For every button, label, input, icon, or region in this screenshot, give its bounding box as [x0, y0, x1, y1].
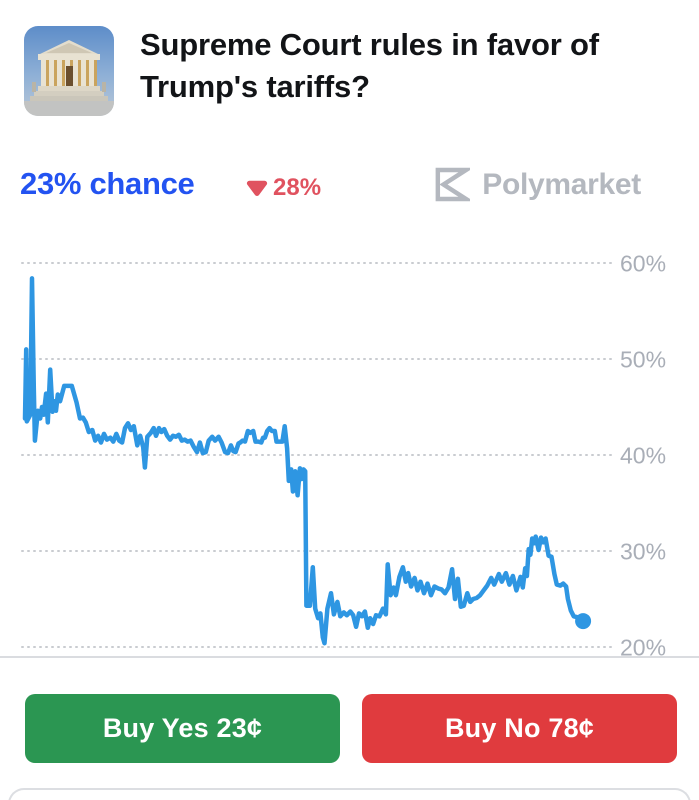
- price-change-value: 28%: [273, 174, 322, 201]
- polymarket-wordmark: Polymarket: [482, 167, 641, 201]
- polymarket-logo-icon: [435, 167, 471, 202]
- chart-bottom-divider: [0, 656, 699, 658]
- buy-no-button[interactable]: Buy No 78¢: [362, 694, 677, 763]
- price-history-chart[interactable]: 60% 50% 40% 30% 20%: [0, 238, 699, 659]
- triangle-down-icon: [246, 180, 268, 196]
- buy-yes-button[interactable]: Buy Yes 23¢: [25, 694, 340, 763]
- price-line: [22, 276, 586, 646]
- y-axis-tick-label: 30%: [620, 539, 666, 565]
- chance-value: 23% chance: [20, 166, 195, 201]
- polymarket-brand: Polymarket: [433, 164, 641, 205]
- y-axis-tick-label: 50%: [620, 347, 666, 373]
- supreme-court-illustration: [24, 26, 114, 116]
- next-card-top-edge: [8, 788, 691, 800]
- supreme-court-photo-icon: [24, 26, 114, 116]
- y-axis-tick-label: 20%: [620, 635, 666, 660]
- price-change-indicator: 28%: [246, 174, 321, 202]
- last-price-dot: [575, 613, 592, 630]
- y-axis-tick-label: 40%: [620, 443, 666, 469]
- y-axis-tick-label: 60%: [620, 251, 666, 277]
- market-title: Supreme Court rules in favor of Trump's …: [140, 27, 599, 104]
